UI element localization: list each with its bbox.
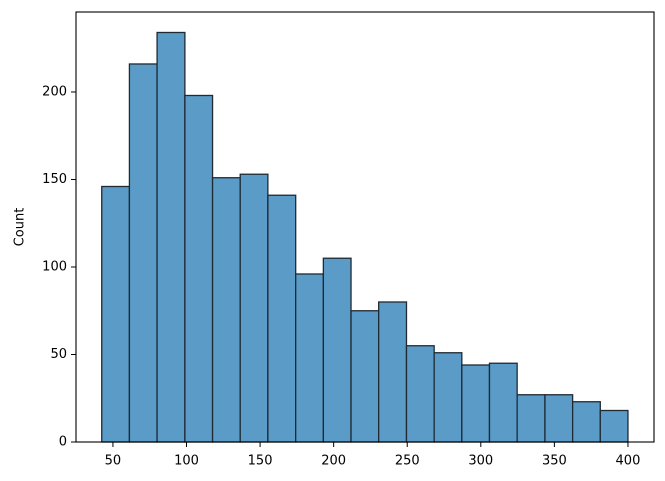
bar xyxy=(433,352,463,443)
y-tick-label: 150 xyxy=(42,172,67,187)
bar xyxy=(544,394,574,443)
y-tick-label: 50 xyxy=(50,347,67,362)
x-tick-label: 100 xyxy=(174,454,199,469)
bar xyxy=(295,273,325,443)
bar xyxy=(599,409,629,443)
x-tick-label: 50 xyxy=(105,454,122,469)
bar xyxy=(571,401,601,443)
x-tick-label: 200 xyxy=(321,454,346,469)
bar xyxy=(128,63,158,443)
y-tick-label: 200 xyxy=(42,84,67,99)
bar xyxy=(488,362,518,443)
x-tick-label: 150 xyxy=(248,454,273,469)
bar xyxy=(239,173,269,443)
bar xyxy=(405,345,435,443)
bar xyxy=(461,364,491,443)
axes-frame xyxy=(75,11,655,443)
x-tick-label: 250 xyxy=(395,454,420,469)
x-tick-label: 350 xyxy=(542,454,567,469)
x-tick-label: 400 xyxy=(616,454,641,469)
bar xyxy=(267,194,297,443)
x-tick-label: 300 xyxy=(468,454,493,469)
y-tick-label: 0 xyxy=(59,435,67,450)
y-tick-label: 100 xyxy=(42,259,67,274)
bar xyxy=(211,177,241,443)
bar xyxy=(378,301,408,443)
bar xyxy=(156,31,186,443)
bar xyxy=(516,394,546,443)
bar xyxy=(350,310,380,443)
bar xyxy=(101,185,131,443)
bar xyxy=(184,94,214,443)
y-axis-label: Count xyxy=(13,208,28,247)
bar xyxy=(322,257,352,443)
